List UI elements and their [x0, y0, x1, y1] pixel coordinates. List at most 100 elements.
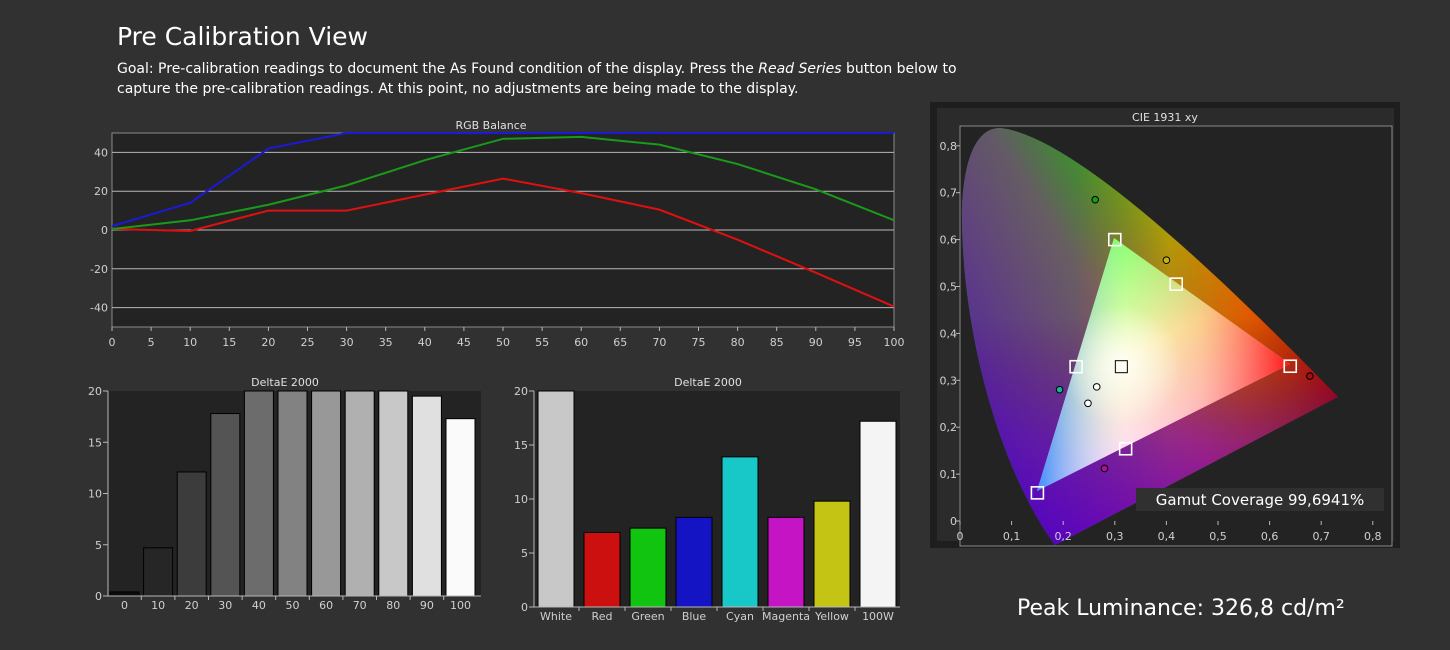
cie-measured-points: [1055, 195, 1314, 473]
gray-x-tick-label: 20: [185, 599, 199, 612]
goal-text-2: button below to capture the pre-calibrat…: [117, 61, 957, 97]
color-bar: [537, 390, 575, 608]
cie-x-tick-label: 0,7: [1312, 530, 1330, 543]
gray-bar: [344, 390, 375, 597]
cie-chart-title: CIE 1931 xy: [1132, 111, 1198, 124]
rgb-x-axis: 0 5 10 15 20 25 30 35 40 45 50 55 60 65 70 75 80 85 90 95 10…: [109, 327, 905, 349]
cie-measured-point: [1306, 372, 1314, 380]
cie-measured-point: [1162, 256, 1171, 265]
rgb-x-tick-label: 100: [884, 336, 905, 349]
color-y-tick-label: 20: [514, 385, 528, 398]
cie-x-tick-label: 0,3: [1106, 530, 1124, 543]
gray-bar: [311, 390, 342, 597]
gray-bars: [109, 390, 476, 597]
color-chart-title: DeltaE 2000: [674, 376, 742, 389]
cie-x-tick-label: 0,5: [1209, 530, 1227, 543]
color-x-tick-label: Blue: [682, 610, 707, 623]
rgb-y-axis: 40 20 0 -20 -40: [90, 146, 108, 314]
gamut-coverage-label: Gamut Coverage 99,6941%: [1156, 491, 1365, 509]
gray-bar: [109, 591, 140, 597]
gray-x-tick-label: 90: [420, 599, 434, 612]
gray-x-tick-label: 60: [319, 599, 333, 612]
rgb-series-blue: [111, 132, 894, 228]
cie-measured-point: [1092, 383, 1101, 391]
color-bar: [859, 420, 897, 608]
gray-x-tick-label: 100: [450, 599, 471, 612]
cie-target-marker: [1069, 359, 1083, 374]
gray-x-tick-label: 0: [121, 599, 128, 612]
cie-y-tick-label: 0,2: [940, 421, 958, 434]
gray-x-tick-label: 50: [286, 599, 300, 612]
cie-x-tick-label: 0,4: [1158, 530, 1176, 543]
cie-y-tick-label: 0,1: [940, 468, 958, 481]
color-bar: [583, 531, 621, 608]
rgb-x-tick-label: 30: [340, 336, 354, 349]
rgb-x-tick-label: 75: [692, 336, 706, 349]
gray-x-tick-label: 80: [386, 599, 400, 612]
rgb-x-tick-label: 50: [496, 336, 510, 349]
rgb-y-tick-label: 0: [101, 224, 108, 237]
cie-chart: CIE 1931 xy 0 0,1 0,2 0,3 0,4 0,5 0,6 0,7 0,8 0,8…: [930, 102, 1400, 548]
rgb-x-tick-label: 5: [148, 336, 155, 349]
cie-target-marker: [1118, 441, 1133, 456]
rgb-balance-chart: RGB Balance 40 20 0 -20 -40 0 5 10 15 20 25 30 35 40…: [90, 119, 904, 349]
rgb-x-tick-label: 55: [535, 336, 549, 349]
rgb-x-tick-label: 65: [613, 336, 627, 349]
gray-bar: [411, 395, 442, 597]
cie-target-marker: [1169, 277, 1184, 291]
cie-y-tick-label: 0,4: [940, 327, 958, 340]
cie-x-tick-label: 0,2: [1054, 530, 1072, 543]
rgb-x-tick-label: 25: [301, 336, 315, 349]
color-x-tick-label: Yellow: [814, 610, 849, 623]
gray-bar: [277, 390, 308, 597]
color-y-tick-label: 10: [514, 493, 528, 506]
gamut-coverage-box: [1136, 488, 1384, 511]
cie-measured-point: [1100, 464, 1109, 473]
gray-x-tick-label: 70: [353, 599, 367, 612]
color-x-tick-label: Cyan: [726, 610, 754, 623]
rgb-x-tick-label: 70: [652, 336, 666, 349]
cie-x-tick-label: 0,1: [1003, 530, 1021, 543]
color-deltae-chart: DeltaE 2000 20 15 10 5 0 White Red Green Blue Cya…: [514, 376, 900, 623]
rgb-gridlines: [112, 151, 894, 309]
rgb-y-tick-label: 20: [94, 185, 108, 198]
cie-target-marker: [1030, 486, 1045, 500]
gray-y-tick-label: 15: [88, 436, 102, 449]
rgb-y-tick-label: 40: [94, 146, 108, 159]
gray-bar: [210, 413, 241, 597]
gray-x-tick-label: 40: [252, 599, 266, 612]
rgb-x-tick-label: 95: [848, 336, 862, 349]
color-bar: [767, 516, 805, 608]
rgb-series-green: [111, 135, 895, 231]
gray-y-tick-label: 10: [88, 488, 102, 501]
cie-targets: [1030, 232, 1298, 500]
color-bar: [629, 527, 667, 608]
cie-measured-point: [1084, 399, 1092, 408]
cie-y-tick-label: 0,6: [940, 234, 958, 247]
rgb-chart-title: RGB Balance: [455, 119, 526, 132]
rgb-x-tick-label: 10: [183, 336, 197, 349]
rgb-y-tick-label: -40: [90, 302, 108, 315]
rgb-x-tick-label: 80: [731, 336, 745, 349]
cie-target-marker: [1108, 232, 1122, 247]
color-axes: 20 15 10 5 0 White Red Green Blue Cyan Magenta Yell…: [514, 385, 900, 623]
rgb-x-tick-label: 45: [457, 336, 471, 349]
rgb-x-tick-label: 0: [109, 336, 116, 349]
rgb-x-tick-label: 85: [770, 336, 784, 349]
rgb-series-red: [111, 177, 895, 308]
gray-x-tick-label: 10: [151, 599, 165, 612]
gray-bar: [378, 390, 409, 597]
color-x-tick-label: White: [540, 610, 572, 623]
cie-y-tick-label: 0,8: [940, 140, 958, 153]
color-x-tick-label: Green: [631, 610, 664, 623]
rgb-x-tick-label: 20: [261, 336, 275, 349]
rgb-x-tick-label: 90: [809, 336, 823, 349]
gray-bar: [243, 390, 274, 597]
cie-whitepoint-outline: [1114, 360, 1128, 374]
rgb-x-tick-label: 40: [418, 336, 432, 349]
rgb-x-tick-label: 35: [379, 336, 393, 349]
cie-x-tick-label: 0: [957, 530, 964, 543]
